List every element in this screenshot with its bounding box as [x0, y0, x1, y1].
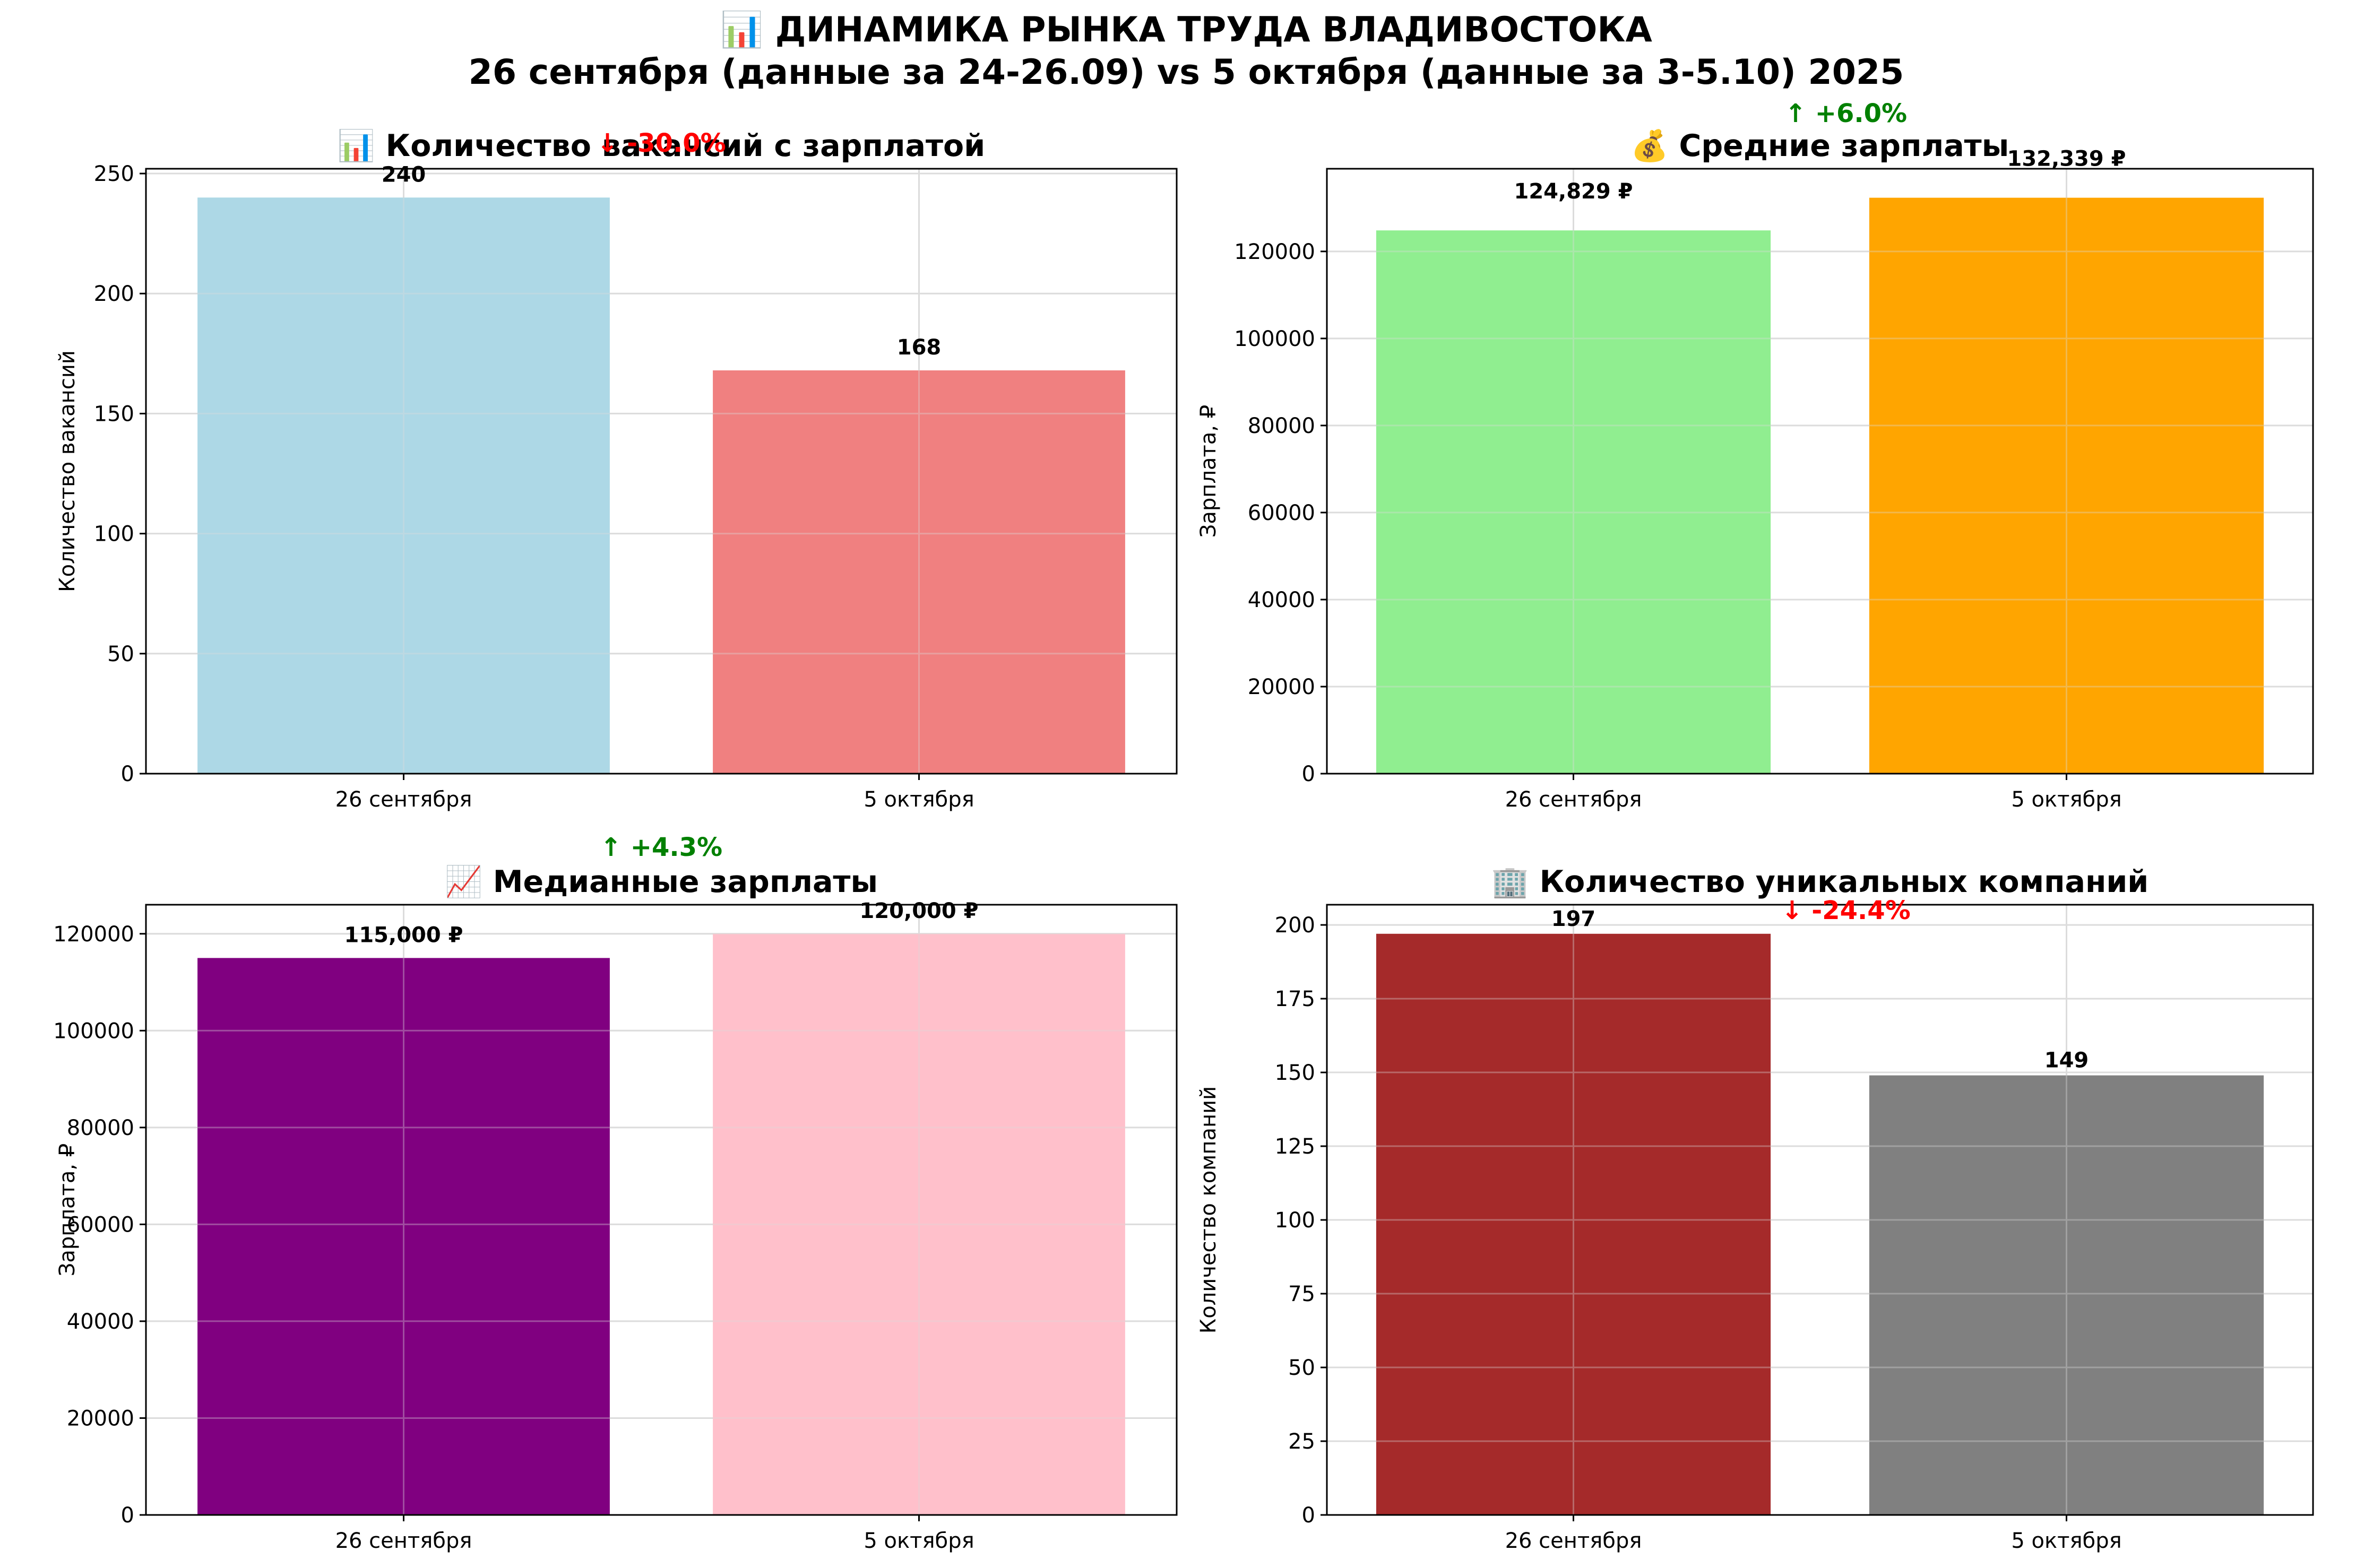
- y-tick-label-5: 100000: [1234, 327, 1315, 351]
- value-label-oct-5: 120,000 ₽: [860, 899, 979, 923]
- plot-frame: [1326, 904, 2314, 1516]
- y-tick-label-1: 20000: [67, 1406, 134, 1431]
- y-axis-label: Зарплата, ₽: [55, 1143, 80, 1276]
- x-tick-label-0: 26 сентября: [335, 1529, 472, 1553]
- bar-sep-26: [197, 197, 610, 774]
- y-tick-label-4: 80000: [1248, 414, 1315, 438]
- bar-sep-26: [1376, 230, 1771, 774]
- y-tick-label-5: 125: [1275, 1134, 1315, 1159]
- y-tick-label-0: 0: [121, 762, 134, 786]
- value-label-sep-26: 240: [382, 162, 426, 187]
- y-tick-label-6: 120000: [53, 922, 134, 947]
- y-tick-label-0: 0: [121, 1503, 134, 1528]
- value-label-oct-5: 149: [2044, 1049, 2089, 1073]
- bar-oct-5: [1869, 1075, 2264, 1515]
- bar-oct-5: [713, 933, 1125, 1515]
- value-label-sep-26: 197: [1551, 907, 1596, 931]
- y-tick-label-0: 0: [1302, 762, 1315, 786]
- y-tick-label-4: 100: [1275, 1208, 1315, 1233]
- chart-panel-2: 0 20000 40000 60000 80000 100000 120000 26 сент…: [1196, 99, 2314, 812]
- plot-frame: [1326, 168, 2314, 775]
- y-tick-label-7: 175: [1275, 987, 1315, 1011]
- chart-panel-1: 0 50 100 150 200 250 26 сентября 5 октября Колич…: [55, 128, 1178, 812]
- x-tick-label-1: 5 октября: [864, 1529, 974, 1553]
- y-tick-label-4: 80000: [67, 1116, 134, 1140]
- y-tick-label-1: 25: [1288, 1430, 1315, 1454]
- y-tick-label-3: 150: [94, 402, 134, 426]
- y-tick-label-5: 250: [94, 162, 134, 186]
- y-tick-label-2: 50: [1288, 1356, 1315, 1380]
- figure-title-line2: 26 сентября (данные за 24-26.09) vs 5 ок…: [469, 53, 1904, 92]
- x-tick-label-0: 26 сентября: [335, 787, 472, 812]
- y-tick-label-6: 120000: [1234, 240, 1315, 264]
- bar-sep-26: [197, 958, 610, 1515]
- y-tick-label-0: 0: [1302, 1503, 1315, 1528]
- x-tick-label-1: 5 октября: [2011, 787, 2121, 812]
- panel-title: 📈 Медианные зарплаты: [445, 864, 878, 899]
- change-annotation: ↓ -30.0%: [597, 128, 726, 158]
- y-tick-label-1: 20000: [1248, 675, 1315, 699]
- bar-sep-26: [1376, 933, 1771, 1515]
- x-tick-label-1: 5 октября: [2011, 1529, 2121, 1553]
- chart-panel-3: 0 20000 40000 60000 80000 100000 120000 26 сент…: [53, 833, 1178, 1553]
- y-tick-label-8: 200: [1275, 913, 1315, 938]
- y-tick-label-2: 100: [94, 522, 134, 547]
- panel-title: 💰 Средние зарплаты: [1631, 128, 2009, 164]
- panel-title: 🏢 Количество уникальных компаний: [1491, 864, 2148, 899]
- chart-panel-4: 0 25 50 75 100 125 150 175 200 26 сентября 5 октяб…: [1196, 864, 2314, 1553]
- change-annotation: ↓ -24.4%: [1781, 896, 1910, 925]
- y-tick-label-2: 40000: [67, 1310, 134, 1334]
- y-axis-label: Зарплата, ₽: [1196, 405, 1221, 538]
- y-tick-label-2: 40000: [1248, 588, 1315, 612]
- value-label-oct-5: 132,339 ₽: [2007, 147, 2126, 171]
- value-label-oct-5: 168: [897, 335, 942, 360]
- y-axis-label: Количество компаний: [1196, 1086, 1221, 1333]
- x-tick-label-0: 26 сентября: [1505, 787, 1642, 812]
- y-tick-label-5: 100000: [53, 1019, 134, 1043]
- y-tick-label-3: 60000: [1248, 501, 1315, 525]
- bar-oct-5: [1869, 197, 2264, 774]
- bar-oct-5: [713, 370, 1125, 774]
- value-label-sep-26: 124,829 ₽: [1514, 179, 1633, 204]
- plot-frame: [145, 904, 1178, 1516]
- panel-title: 📊 Количество вакансий с зарплатой: [338, 128, 985, 163]
- y-tick-label-6: 150: [1275, 1061, 1315, 1085]
- value-label-sep-26: 115,000 ₽: [344, 923, 463, 947]
- figure-title-line1: 📊 ДИНАМИКА РЫНКА ТРУДА ВЛАДИВОСТОКА: [720, 10, 1652, 50]
- change-annotation: ↑ +6.0%: [1785, 99, 1907, 128]
- y-axis-label: Количество вакансий: [55, 350, 80, 592]
- change-annotation: ↑ +4.3%: [600, 833, 722, 862]
- y-tick-label-4: 200: [94, 282, 134, 306]
- x-tick-label-0: 26 сентября: [1505, 1529, 1642, 1553]
- x-tick-label-1: 5 октября: [864, 787, 974, 812]
- y-tick-label-1: 50: [107, 642, 134, 666]
- y-tick-label-3: 75: [1288, 1282, 1315, 1306]
- plot-frame: [145, 168, 1178, 775]
- y-tick-label-3: 60000: [67, 1212, 134, 1237]
